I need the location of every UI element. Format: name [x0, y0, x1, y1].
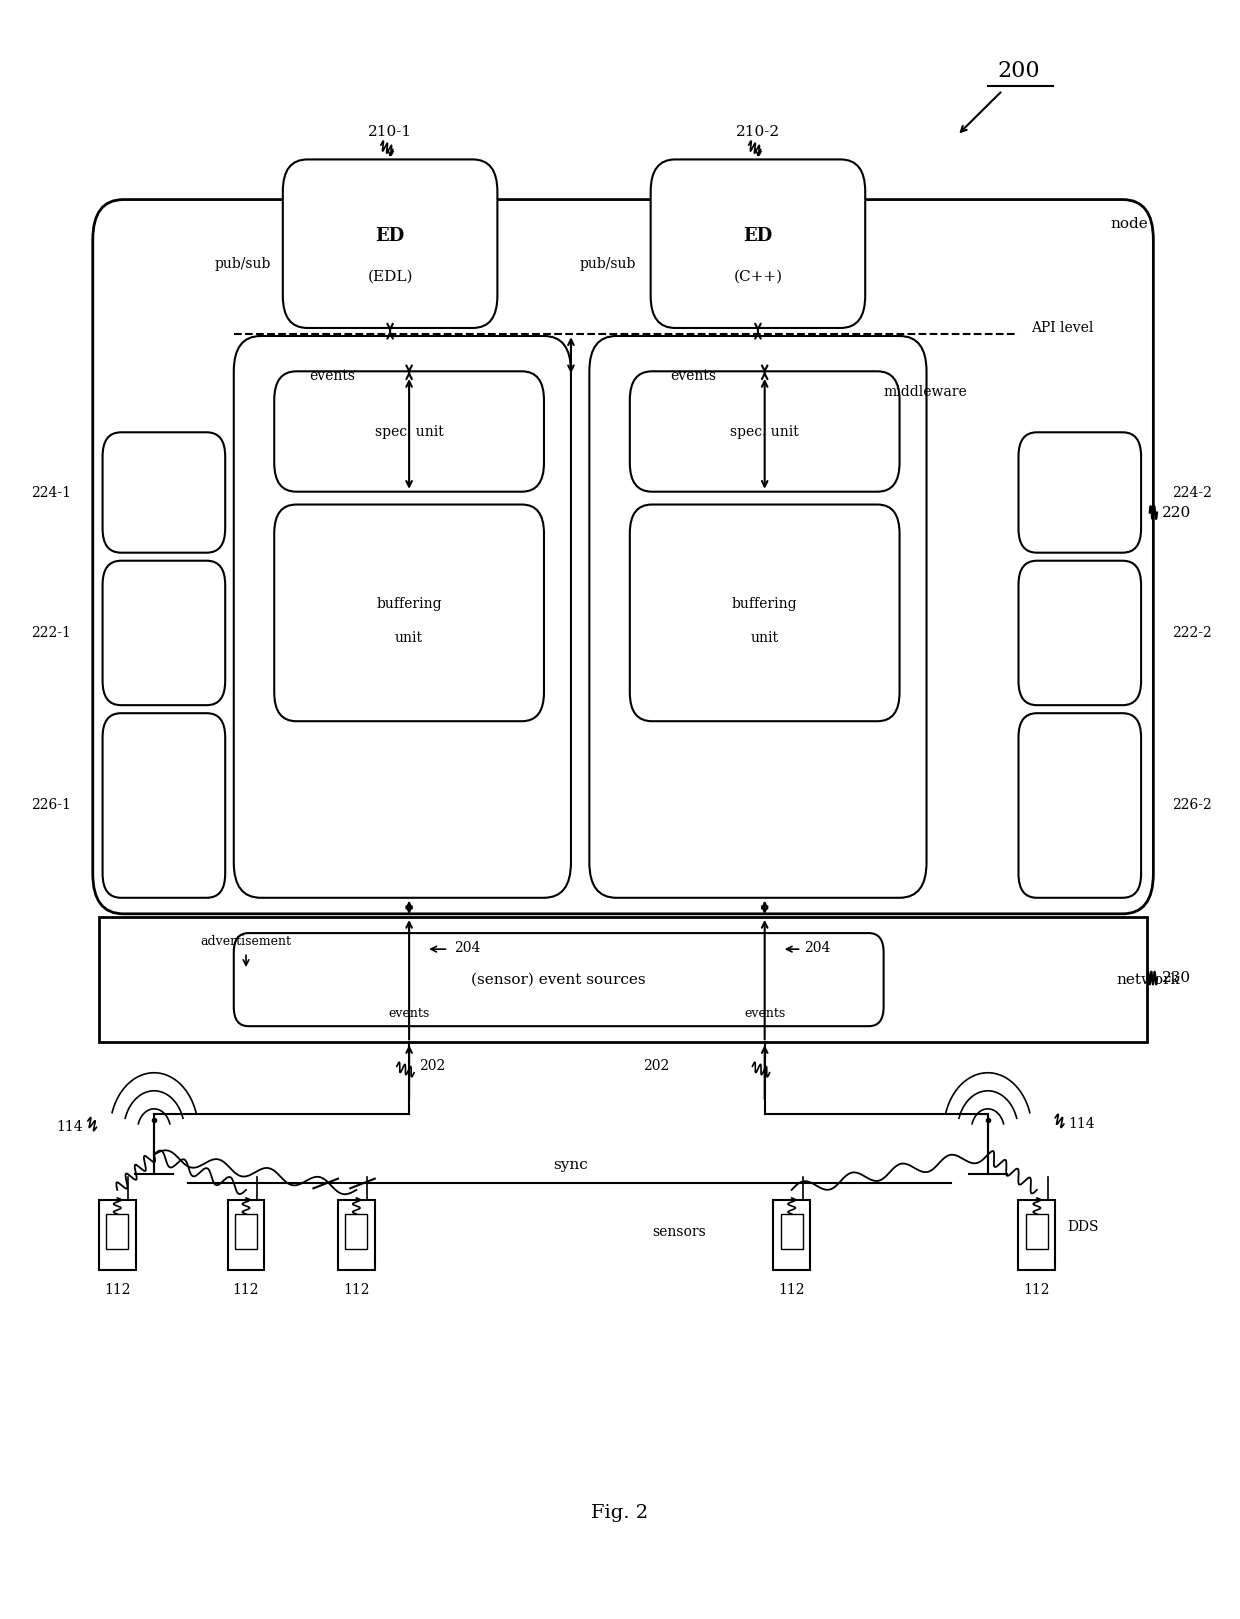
- Text: middleware: middleware: [884, 385, 967, 400]
- Text: 204: 204: [455, 941, 481, 955]
- Bar: [1018, 1200, 1055, 1271]
- Text: 220: 220: [1162, 505, 1192, 520]
- Text: events: events: [309, 369, 355, 384]
- Text: 210-2: 210-2: [735, 125, 780, 139]
- FancyBboxPatch shape: [1018, 714, 1141, 899]
- FancyBboxPatch shape: [274, 371, 544, 492]
- Text: 204: 204: [804, 941, 831, 955]
- FancyBboxPatch shape: [234, 933, 884, 1026]
- Bar: [99, 1200, 135, 1271]
- Text: buffering: buffering: [732, 597, 797, 610]
- Text: 222-1: 222-1: [31, 627, 71, 640]
- Text: (sensor) event sources: (sensor) event sources: [471, 973, 646, 986]
- FancyBboxPatch shape: [1018, 560, 1141, 706]
- FancyBboxPatch shape: [103, 432, 226, 552]
- Text: 114: 114: [56, 1120, 83, 1135]
- Text: events: events: [388, 1007, 430, 1020]
- Bar: [1025, 1214, 1048, 1248]
- Bar: [339, 1200, 374, 1271]
- Text: events: events: [744, 1007, 785, 1020]
- Text: network: network: [1116, 973, 1180, 986]
- FancyBboxPatch shape: [630, 505, 899, 720]
- Text: sync: sync: [553, 1158, 588, 1172]
- Text: (EDL): (EDL): [367, 270, 413, 283]
- Text: 226-2: 226-2: [1172, 798, 1211, 811]
- Text: 224-2: 224-2: [1172, 486, 1211, 500]
- Text: sensors: sensors: [652, 1224, 706, 1239]
- Text: 112: 112: [233, 1282, 259, 1297]
- Text: ED: ED: [376, 228, 404, 246]
- FancyBboxPatch shape: [651, 159, 866, 329]
- Text: API level: API level: [1030, 321, 1094, 335]
- Text: 112: 112: [104, 1282, 130, 1297]
- Bar: [346, 1214, 367, 1248]
- FancyBboxPatch shape: [103, 714, 226, 899]
- Bar: [228, 1200, 264, 1271]
- Text: spec. unit: spec. unit: [730, 426, 799, 439]
- Text: 224-1: 224-1: [31, 486, 71, 500]
- FancyBboxPatch shape: [103, 560, 226, 706]
- Text: unit: unit: [396, 631, 423, 644]
- Bar: [774, 1200, 810, 1271]
- Text: advertisement: advertisement: [201, 934, 291, 947]
- Text: 202: 202: [642, 1059, 670, 1073]
- Text: pub/sub: pub/sub: [215, 257, 270, 270]
- Text: (C++): (C++): [733, 270, 782, 283]
- Bar: [99, 916, 1147, 1043]
- Text: 200: 200: [997, 60, 1040, 83]
- Text: 112: 112: [779, 1282, 805, 1297]
- Bar: [781, 1214, 802, 1248]
- FancyBboxPatch shape: [283, 159, 497, 329]
- FancyBboxPatch shape: [1018, 432, 1141, 552]
- Text: 222-2: 222-2: [1172, 627, 1211, 640]
- Text: Fig. 2: Fig. 2: [591, 1504, 649, 1522]
- Text: 114: 114: [1069, 1117, 1095, 1132]
- Text: 112: 112: [343, 1282, 370, 1297]
- Text: buffering: buffering: [376, 597, 441, 610]
- FancyBboxPatch shape: [234, 337, 570, 899]
- Text: unit: unit: [750, 631, 779, 644]
- Text: 210-1: 210-1: [368, 125, 412, 139]
- Text: spec. unit: spec. unit: [374, 426, 444, 439]
- Text: DDS: DDS: [1068, 1219, 1099, 1234]
- Text: ED: ED: [743, 228, 773, 246]
- Text: 230: 230: [1162, 971, 1192, 984]
- Text: events: events: [671, 369, 717, 384]
- Text: 202: 202: [419, 1059, 445, 1073]
- Text: 112: 112: [1024, 1282, 1050, 1297]
- FancyBboxPatch shape: [93, 199, 1153, 913]
- Text: 226-1: 226-1: [31, 798, 71, 811]
- Text: pub/sub: pub/sub: [579, 257, 636, 270]
- FancyBboxPatch shape: [589, 337, 926, 899]
- Bar: [236, 1214, 257, 1248]
- FancyBboxPatch shape: [630, 371, 899, 492]
- Text: node: node: [1111, 217, 1148, 230]
- Bar: [107, 1214, 128, 1248]
- FancyBboxPatch shape: [274, 505, 544, 720]
